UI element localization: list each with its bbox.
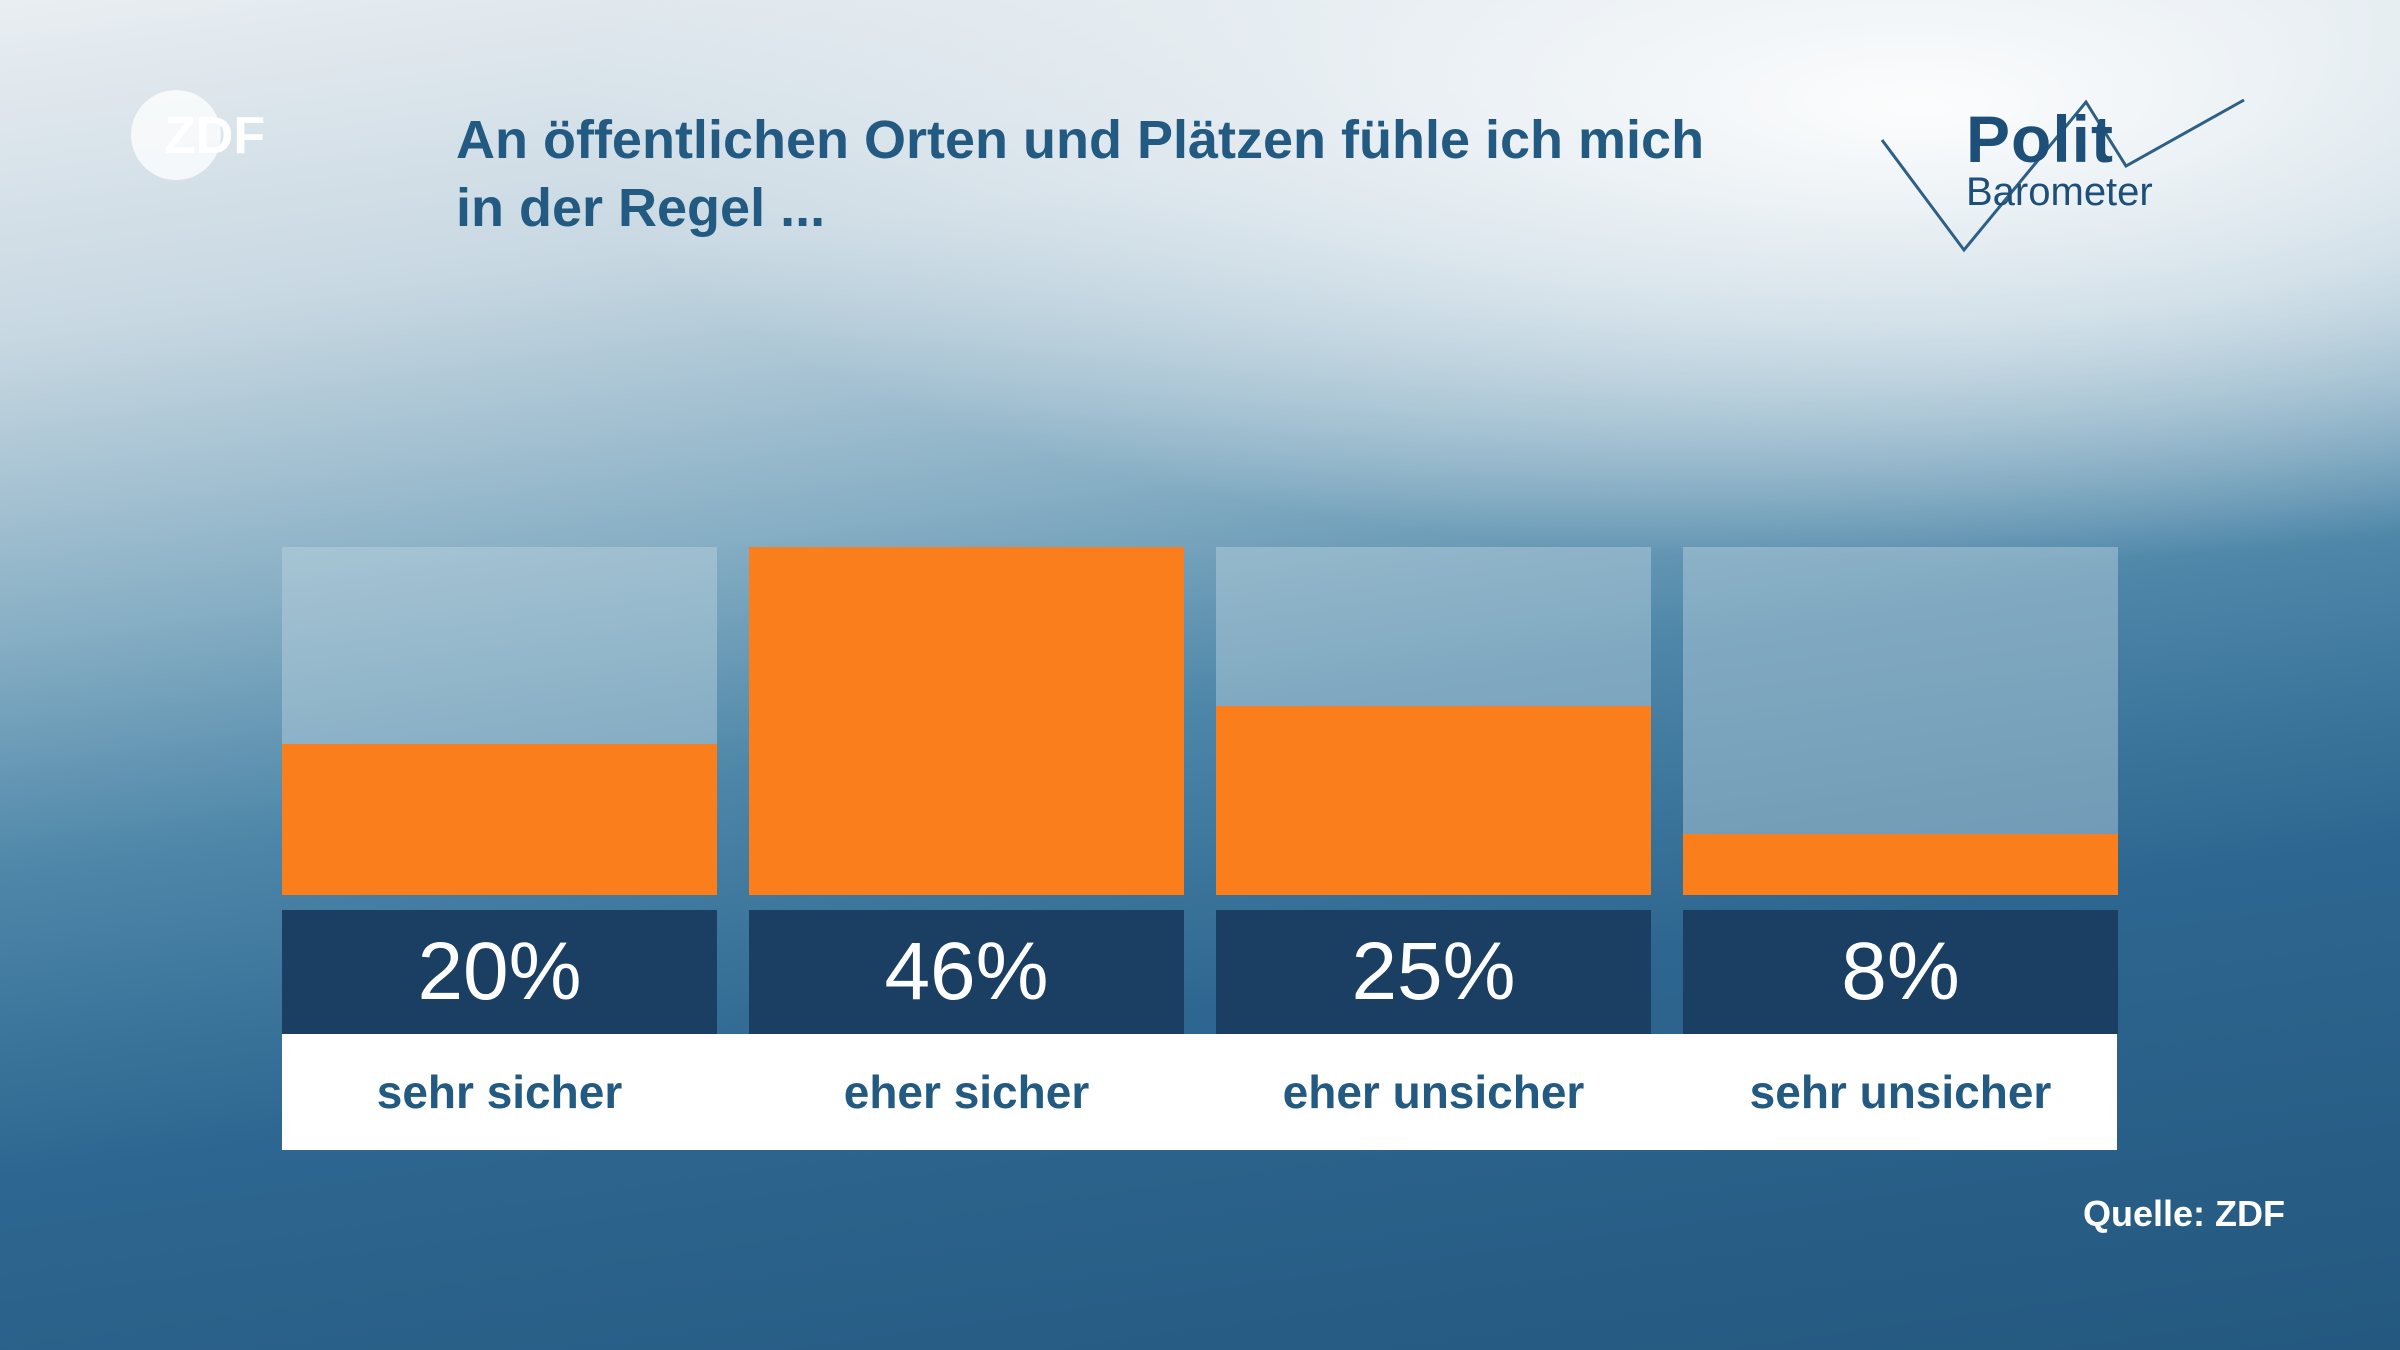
value-label-4: 8% [1683, 910, 2118, 1034]
chart-title-line-1: An öffentlichen Orten und Plätzen fühle … [456, 110, 1705, 170]
bar-track-3 [1216, 547, 1651, 895]
bar-2 [749, 547, 1184, 895]
zdf-logo-text: ZDF [164, 107, 265, 165]
bar-track-1 [282, 547, 717, 895]
bar-3 [1216, 706, 1651, 895]
polit-wordmark: Polit [1966, 102, 2114, 176]
category-label-1: sehr sicher [376, 1066, 623, 1118]
source-note: Quelle: ZDF [2082, 1193, 2285, 1234]
category-label-4: sehr unsicher [1749, 1066, 2052, 1118]
bar-1 [282, 744, 717, 895]
value-label-1: 20% [282, 910, 717, 1034]
politbarometer-logo-icon [1880, 98, 2245, 253]
bar-track-4 [1683, 547, 2118, 895]
politbarometer-logo-text: Polit Barometer [1966, 106, 2153, 212]
chart-title: An öffentlichen Orten und Plätzen fühle … [456, 106, 1856, 242]
category-label-2: eher sicher [843, 1066, 1090, 1118]
barometer-wordmark: Barometer [1966, 170, 2153, 214]
category-label-strip [282, 1034, 2117, 1150]
bar-track-2 [749, 547, 1184, 895]
bar-4 [1683, 834, 2118, 895]
category-label-3: eher unsicher [1282, 1066, 1585, 1118]
value-label-2: 46% [749, 910, 1184, 1034]
chart-title-line-2: in der Regel ... [456, 178, 826, 238]
value-label-3: 25% [1216, 910, 1651, 1034]
zdf-logo-icon: ZDF [131, 90, 265, 180]
